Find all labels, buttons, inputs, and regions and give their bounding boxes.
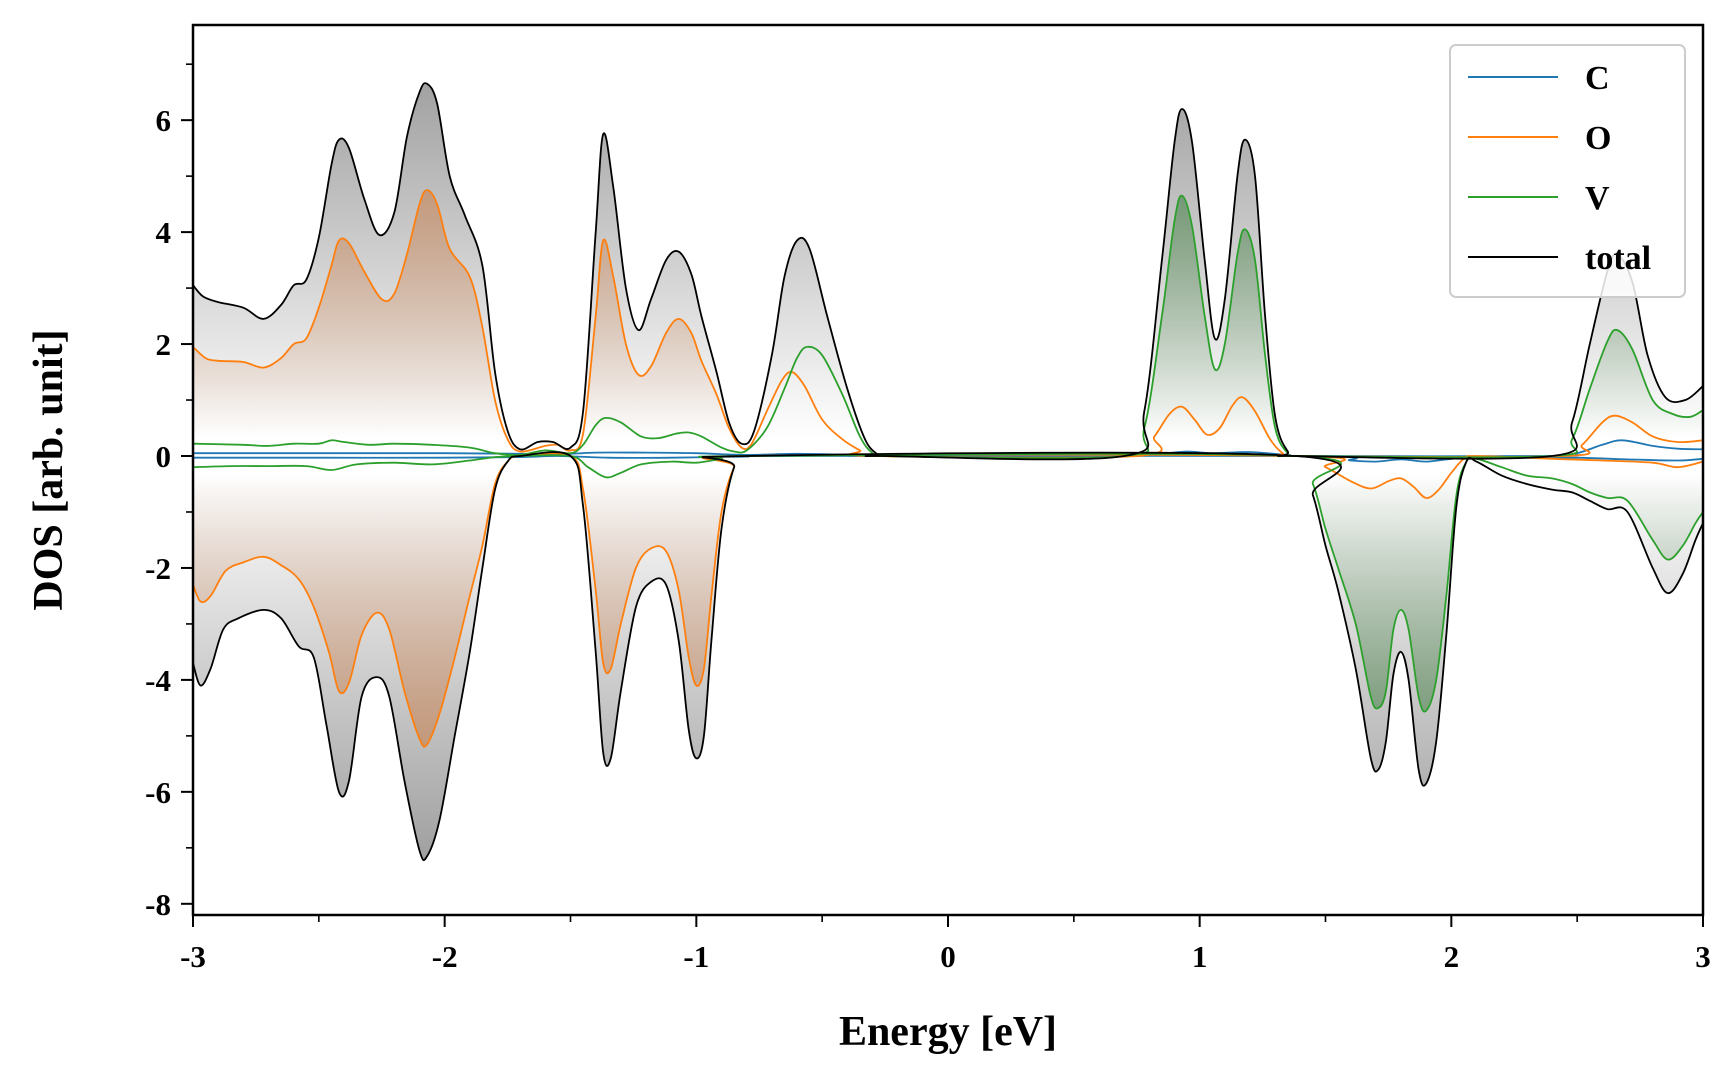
y-tick-label: -4 — [145, 663, 171, 698]
legend-box — [1449, 44, 1686, 298]
fill-o-up — [193, 190, 742, 456]
shaded-fills — [193, 83, 1703, 861]
legend-label-c: C — [1585, 60, 1610, 97]
legend-label-total: total — [1585, 240, 1651, 277]
series-total-down — [192, 451, 1704, 861]
fill-v-down — [1295, 456, 1703, 712]
y-tick-label: -8 — [145, 887, 171, 922]
x-tick-label: 3 — [1695, 939, 1711, 974]
series-o-down — [192, 452, 1704, 748]
x-tick-label: -2 — [432, 939, 458, 974]
x-tick-label: -3 — [180, 939, 206, 974]
x-tick-label: 2 — [1444, 939, 1460, 974]
y-tick-label: -2 — [145, 551, 171, 586]
y-tick-label: 4 — [156, 215, 172, 250]
y-axis-title: DOS [arb. unit] — [26, 329, 72, 610]
y-tick-label: 2 — [156, 327, 172, 362]
series-total-up — [192, 82, 1704, 461]
x-tick-label: 0 — [940, 939, 956, 974]
x-tick-label: -1 — [683, 939, 709, 974]
y-tick-label: 0 — [156, 439, 172, 474]
fill-o-down — [193, 453, 747, 747]
x-tick-label: 1 — [1192, 939, 1208, 974]
y-tick-label: -6 — [145, 775, 171, 810]
legend-label-v: V — [1585, 180, 1610, 217]
series-v-down — [192, 452, 1704, 713]
x-axis-title: Energy [eV] — [839, 1009, 1057, 1055]
y-tick-label: 6 — [156, 103, 172, 138]
legend-label-o: O — [1585, 120, 1611, 157]
dos-lines — [192, 82, 1704, 861]
axis-ticks: -3 -2 -1 0 1 2 3 -8 -6 -4 -2 0 2 4 6 — [145, 63, 1711, 974]
series-o-up — [192, 189, 1704, 459]
